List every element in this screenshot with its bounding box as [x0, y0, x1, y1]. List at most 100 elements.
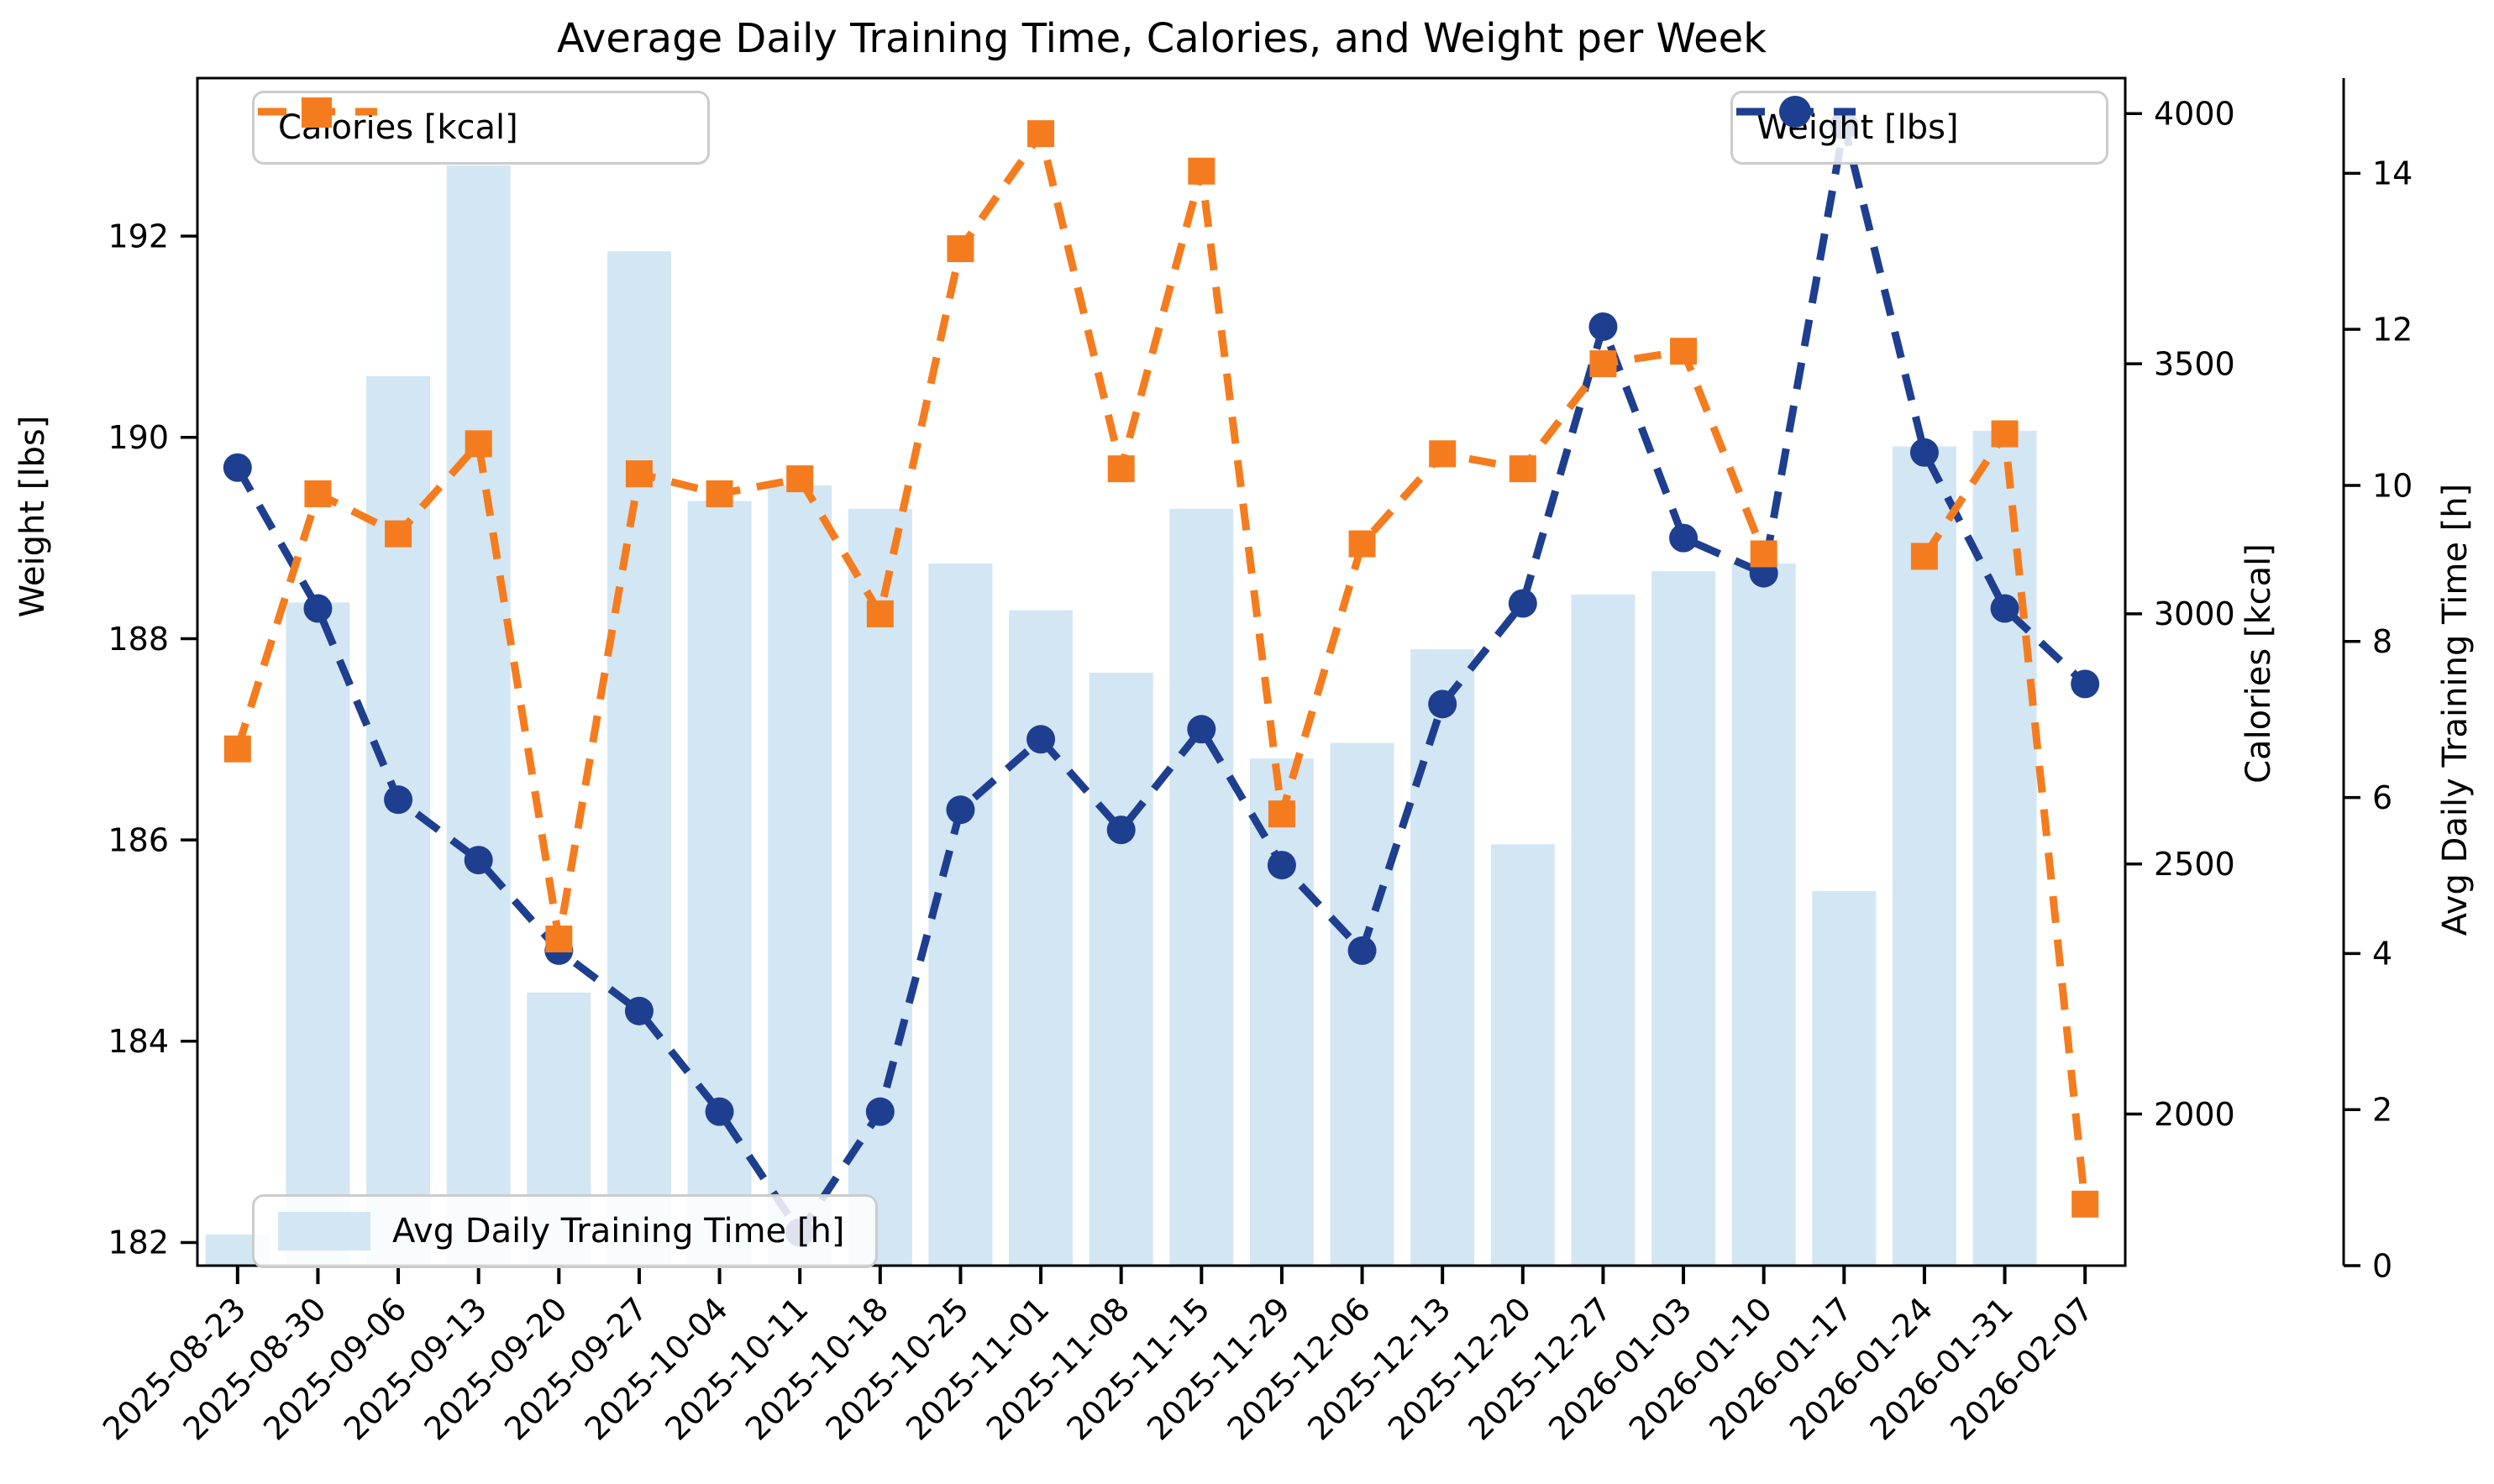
calories-point	[2071, 1190, 2099, 1218]
weight-point	[705, 1097, 734, 1126]
x-axis-ticks: 2025-08-232025-08-302025-09-062025-09-13…	[96, 1266, 2101, 1448]
calories-point	[1991, 420, 2019, 448]
training-axis-ticks: 0 2 4 6 8 10 12 14	[2344, 155, 2413, 1284]
weight-point	[1508, 589, 1537, 618]
calories-point	[1910, 543, 1938, 570]
training-bar	[1089, 672, 1153, 1266]
calories-point	[786, 465, 814, 493]
calories-point	[465, 430, 492, 458]
calories-point	[223, 735, 251, 763]
training-tick-label: 0	[2372, 1247, 2392, 1284]
calories-tick-label: 2000	[2154, 1096, 2235, 1133]
calories-point	[1188, 157, 1215, 185]
weight-point	[464, 846, 493, 875]
training-bar	[1812, 891, 1877, 1266]
calories-series	[223, 120, 2099, 1218]
training-bar	[1169, 508, 1234, 1266]
weight-point	[1990, 594, 2019, 623]
y-axis-label-calories: Calories [kcal]	[2239, 543, 2278, 784]
training-bars	[205, 165, 2037, 1266]
training-bar	[1892, 446, 1956, 1266]
weight-point	[1347, 936, 1377, 965]
training-bar	[687, 501, 752, 1266]
training-bar	[848, 508, 912, 1266]
weight-tick-label: 182	[108, 1224, 169, 1261]
legend-training: Avg Daily Training Time [h]	[252, 1194, 878, 1268]
training-bar	[1651, 571, 1716, 1266]
y-axis-label-training: Avg Daily Training Time [h]	[2436, 484, 2475, 936]
weight-tick-label: 192	[108, 218, 169, 254]
calories-point	[1107, 455, 1135, 483]
calories-legend-marker-icon	[258, 97, 377, 128]
training-bar	[606, 251, 671, 1266]
calories-axis-ticks: 2000 2500 3000 3500 4000	[2125, 96, 2235, 1133]
weight-axis-ticks: 182 184 186 188 190 192	[108, 218, 197, 1261]
weight-legend-marker-icon	[1736, 96, 1856, 128]
axes-frame	[196, 76, 2127, 1267]
calories-point	[1670, 338, 1698, 365]
training-bar	[446, 165, 511, 1266]
training-bar	[1330, 742, 1394, 1266]
training-bar	[286, 602, 350, 1266]
weight-point	[223, 453, 252, 482]
weight-point	[1026, 725, 1056, 754]
weight-point	[1588, 312, 1618, 341]
calories-point	[385, 520, 412, 548]
calories-point	[1429, 440, 1457, 468]
weight-point	[624, 996, 654, 1025]
training-bar	[928, 563, 993, 1266]
training-tick-label: 4	[2372, 936, 2392, 973]
calories-point	[1589, 350, 1617, 378]
training-bar	[1972, 430, 2037, 1266]
weight-point	[2071, 669, 2100, 699]
legend-calories: Calories [kcal]	[252, 91, 710, 165]
legend-training-label: Avg Daily Training Time [h]	[392, 1212, 845, 1251]
training-tick-label: 2	[2372, 1091, 2392, 1128]
calories-point	[947, 235, 974, 263]
training-bar	[1490, 844, 1555, 1266]
weight-point	[1106, 815, 1136, 845]
calories-point	[545, 926, 573, 953]
calories-tick-label: 4000	[2154, 96, 2235, 133]
training-tick-label: 8	[2372, 623, 2392, 660]
training-bar	[1731, 563, 1796, 1266]
training-tick-label: 6	[2372, 779, 2392, 816]
weight-point	[1428, 690, 1457, 719]
weight-point	[303, 594, 333, 623]
calories-tick-label: 3500	[2154, 345, 2235, 382]
calories-point	[1027, 120, 1055, 148]
weight-point	[1267, 851, 1296, 880]
calories-point	[706, 480, 733, 507]
training-bar	[1249, 758, 1314, 1266]
weight-tick-label: 190	[108, 419, 169, 456]
training-bar	[768, 485, 832, 1266]
chart-title: Average Daily Training Time, Calories, a…	[557, 15, 1767, 62]
weight-point	[1669, 523, 1699, 553]
weight-tick-label: 184	[108, 1023, 169, 1060]
weight-tick-label: 186	[108, 821, 169, 858]
weight-point	[1187, 715, 1216, 744]
training-bar	[1410, 649, 1475, 1266]
weight-point	[1909, 438, 1939, 467]
weight-point	[946, 795, 975, 825]
calories-line	[234, 124, 2089, 1205]
calories-tick-label: 3000	[2154, 595, 2235, 632]
training-legend-swatch-icon	[278, 1212, 370, 1251]
weight-point	[865, 1097, 895, 1126]
calories-tick-label: 2500	[2154, 846, 2235, 883]
calories-point	[1750, 540, 1777, 568]
training-bar	[1571, 595, 1636, 1266]
calories-point	[625, 460, 653, 488]
training-tick-label: 12	[2372, 311, 2413, 348]
training-tick-label: 10	[2372, 467, 2413, 504]
calories-point	[866, 600, 894, 627]
training-bar	[1009, 610, 1074, 1266]
training-tick-label: 14	[2372, 155, 2413, 192]
calories-point	[1509, 455, 1536, 483]
calories-point	[1268, 800, 1295, 828]
calories-point	[304, 480, 332, 507]
weight-point	[384, 785, 413, 815]
y-axis-label-weight: Weight [lbs]	[13, 416, 52, 618]
